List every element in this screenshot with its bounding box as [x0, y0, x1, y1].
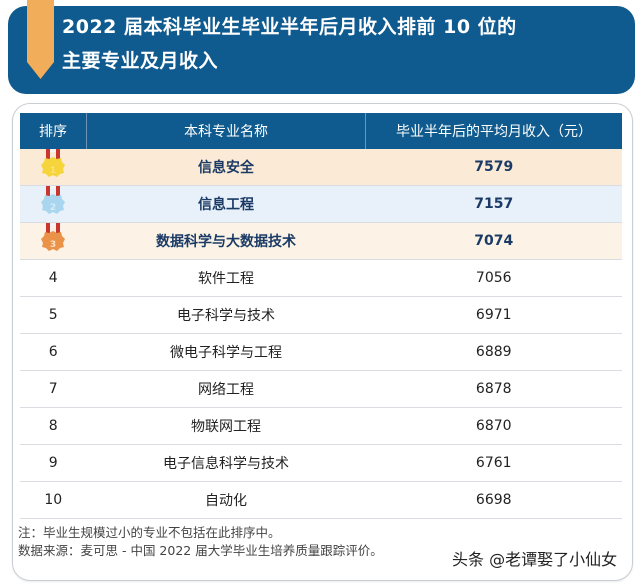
table-row: 3 数据科学与大数据技术 7074 — [20, 222, 622, 260]
column-header-income: 毕业半年后的平均月收入（元） — [365, 113, 622, 149]
income-value: 7579 — [365, 149, 622, 186]
bookmark-ribbon-icon — [27, 0, 54, 79]
table-row: 4 软件工程 7056 — [20, 259, 622, 297]
rank-cell: 1 — [20, 149, 87, 186]
table-row: 6 微电子科学与工程 6889 — [20, 333, 622, 371]
rank-cell: 10 — [20, 481, 87, 519]
title-line-1: 2022 届本科毕业生毕业半年后月收入排前 10 位的 — [62, 16, 517, 38]
major-name: 微电子科学与工程 — [86, 333, 366, 371]
major-name: 数据科学与大数据技术 — [86, 222, 366, 260]
data-source: 数据来源：麦可思 - 中国 2022 届大学毕业生培养质量跟踪评价。 — [18, 543, 383, 558]
rank-cell: 2 — [20, 185, 87, 223]
income-value: 6889 — [365, 333, 622, 371]
title-line-2: 主要专业及月收入 — [62, 50, 219, 72]
rank-cell: 6 — [20, 333, 87, 371]
table-row: 5 电子科学与技术 6971 — [20, 296, 622, 334]
major-name: 电子信息科学与技术 — [86, 444, 366, 482]
income-value: 6698 — [365, 481, 622, 519]
income-value: 6870 — [365, 407, 622, 445]
rank-cell: 9 — [20, 444, 87, 482]
rank-cell: 3 — [20, 222, 87, 260]
footer-notes: 注：毕业生规模过小的专业不包括在此排序中。 数据来源：麦可思 - 中国 2022… — [18, 524, 383, 560]
rank-cell: 7 — [20, 370, 87, 408]
watermark: 头条 @老谭娶了小仙女 — [452, 550, 618, 569]
table-row: 9 电子信息科学与技术 6761 — [20, 444, 622, 482]
income-value: 7157 — [365, 185, 622, 223]
major-name: 网络工程 — [86, 370, 366, 408]
major-name: 信息工程 — [86, 185, 366, 223]
table-row: 1 信息安全 7579 — [20, 149, 622, 186]
rank-cell: 4 — [20, 259, 87, 297]
major-name: 软件工程 — [86, 259, 366, 297]
footnote: 注：毕业生规模过小的专业不包括在此排序中。 — [18, 525, 281, 540]
table-row: 7 网络工程 6878 — [20, 370, 622, 408]
table-row: 2 信息工程 7157 — [20, 185, 622, 223]
major-name: 物联网工程 — [86, 407, 366, 445]
income-ranking-table: 排序 本科专业名称 毕业半年后的平均月收入（元） 1 信息安全 7579 — [20, 113, 622, 519]
svg-text:1: 1 — [50, 166, 56, 176]
title-banner — [8, 6, 635, 94]
income-value: 6878 — [365, 370, 622, 408]
page-title: 2022 届本科毕业生毕业半年后月收入排前 10 位的 主要专业及月收入 — [62, 10, 517, 78]
svg-text:3: 3 — [50, 240, 56, 250]
major-name: 自动化 — [86, 481, 366, 519]
column-header-rank: 排序 — [20, 113, 87, 149]
column-header-major: 本科专业名称 — [86, 113, 366, 149]
table-header-row: 排序 本科专业名称 毕业半年后的平均月收入（元） — [20, 113, 622, 149]
bronze-medal-icon: 3 — [41, 223, 66, 251]
major-name: 电子科学与技术 — [86, 296, 366, 334]
income-value: 6761 — [365, 444, 622, 482]
rank-cell: 5 — [20, 296, 87, 334]
income-value: 7074 — [365, 222, 622, 260]
silver-medal-icon: 2 — [41, 186, 66, 214]
income-value: 6971 — [365, 296, 622, 334]
svg-text:2: 2 — [50, 203, 56, 213]
major-name: 信息安全 — [86, 149, 366, 186]
gold-medal-icon: 1 — [41, 149, 66, 177]
table-row: 10 自动化 6698 — [20, 481, 622, 519]
rank-cell: 8 — [20, 407, 87, 445]
table-row: 8 物联网工程 6870 — [20, 407, 622, 445]
income-value: 7056 — [365, 259, 622, 297]
